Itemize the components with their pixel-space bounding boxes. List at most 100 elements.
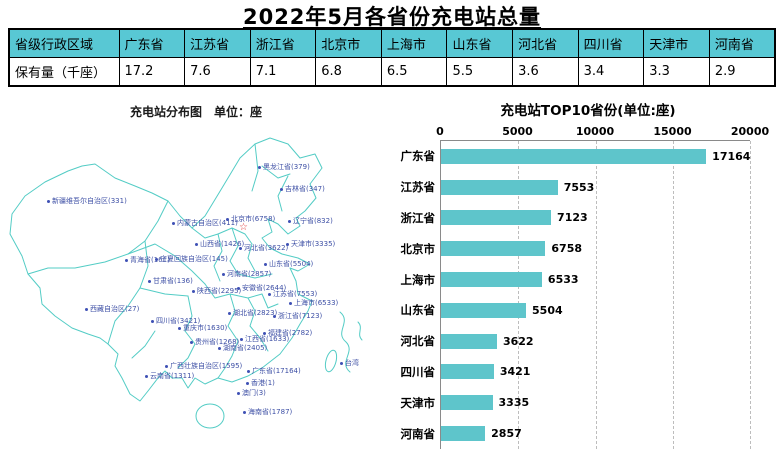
- province-label-text: 黑龙江省(379): [263, 163, 310, 171]
- table-value-cell: 6.8: [315, 57, 382, 87]
- province-label-text: 北京市(6758): [231, 215, 276, 223]
- province-label-text: 湖南省(2405): [223, 344, 268, 352]
- bar-value-label: 17164: [712, 149, 751, 163]
- table-value-cell: 7.6: [184, 57, 251, 87]
- table-value-cell: 3.4: [577, 57, 645, 87]
- bar-plot: 广东省 17164 江苏省 7553 浙江省 7123 北京市 6758 上海市 6533 山东省 5…: [401, 140, 751, 449]
- map-province-label: 甘肃省(136): [148, 277, 193, 285]
- province-dot-icon: [148, 279, 151, 283]
- province-label-text: 浙江省(7123): [278, 312, 323, 320]
- table-header-cell: 河北省: [512, 28, 579, 58]
- table-value-cell: 3.6: [512, 57, 579, 87]
- bar-row: 河北省 3622: [401, 326, 750, 357]
- map-province-label: 宁夏回族自治区(145): [155, 255, 228, 263]
- province-dot-icon: [237, 391, 240, 395]
- province-dot-icon: [273, 314, 276, 318]
- province-dot-icon: [237, 286, 240, 290]
- bar-value-label: 3622: [502, 334, 534, 348]
- bar-row: 广东省 17164: [401, 141, 751, 172]
- beijing-star-icon: ☆: [239, 222, 248, 233]
- map-province-label: 广东省(17164): [247, 367, 301, 375]
- map-province-label: 河南省(2857): [222, 270, 271, 278]
- province-dot-icon: [151, 319, 154, 323]
- table-header-cell: 天津市: [643, 28, 710, 58]
- province-label-text: 广东省(17164): [252, 367, 301, 375]
- bar-value-label: 6533: [547, 273, 579, 287]
- province-dot-icon: [85, 307, 88, 311]
- gridline: [518, 141, 520, 449]
- province-label-text: 贵州省(1268): [195, 338, 240, 346]
- chart-title: 充电站TOP10省份(单位:座): [500, 103, 676, 119]
- bar-row: 河南省 2857: [401, 418, 750, 449]
- map-province-label: 云南省(1311): [145, 372, 194, 380]
- gridline: [595, 141, 597, 449]
- map-province-label: 西藏自治区(27): [85, 305, 139, 313]
- province-dot-icon: [145, 374, 148, 378]
- table-value-cell: 3.3: [643, 57, 710, 87]
- bar: [441, 364, 494, 380]
- map-province-label: 辽宁省(832): [288, 217, 333, 225]
- map-province-label: 天津市(3335): [286, 240, 335, 248]
- province-label-text: 山西省(1426): [200, 240, 245, 248]
- province-label-text: 青海省(161): [130, 256, 170, 264]
- coastal-squiggle: [339, 311, 363, 373]
- bar-row: 山东省 5504: [401, 295, 750, 326]
- province-label-text: 上海市(6533): [294, 299, 339, 307]
- bar-category-label: 天津市: [400, 395, 436, 410]
- table-value-cell: 2.9: [708, 57, 776, 87]
- map-province-label: 新疆维吾尔自治区(331): [47, 197, 127, 205]
- map-canvas: ☆ 新疆维吾尔自治区(331) 青海省(161) 宁夏回族自治区(145) 甘肃省(1…: [0, 116, 392, 450]
- bar-category-label: 上海市: [400, 272, 436, 287]
- bar-category-label: 河北省: [400, 334, 436, 349]
- map-province-label: 台湾: [340, 359, 359, 367]
- map-panel: 充电站分布图 单位：座: [0, 89, 392, 450]
- bar-category-label: 山东省: [400, 303, 436, 318]
- province-label-text: 香港(1): [251, 379, 275, 387]
- province-label-text: 宁夏回族自治区(145): [160, 255, 228, 263]
- province-label-text: 河南省(2857): [227, 270, 272, 278]
- map-province-label: 山西省(1426): [195, 240, 244, 248]
- table-header-cell: 江苏省: [184, 28, 251, 58]
- province-label-text: 安徽省(2644): [242, 284, 287, 292]
- province-dot-icon: [246, 381, 249, 385]
- bar: [441, 426, 486, 442]
- province-dot-icon: [280, 187, 283, 191]
- table-header-cell: 河南省: [708, 28, 776, 58]
- province-dot-icon: [155, 257, 158, 261]
- map-province-label: 重庆市(1630): [178, 324, 227, 332]
- china-outline: [9, 137, 323, 402]
- province-dot-icon: [125, 258, 128, 262]
- province-label-text: 河北省(3622): [244, 244, 289, 252]
- table-header-cell: 山东省: [446, 28, 514, 58]
- bar: [441, 395, 493, 411]
- bar-row: 天津市 3335: [401, 387, 750, 418]
- province-dot-icon: [247, 369, 250, 373]
- bar-row: 江苏省 7553: [401, 172, 750, 203]
- map-province-label: 上海市(6533): [289, 299, 338, 307]
- summary-table: 省级行政区域 广东省 江苏省 浙江省 北京市 上海市 山东省 河北省 四川省 天津市 河南省 保有量…: [8, 28, 776, 87]
- province-dot-icon: [240, 337, 243, 341]
- bar-category-label: 广东省: [400, 149, 436, 164]
- map-province-label: 四川省(3421): [151, 317, 200, 325]
- province-label-text: 广西壮族自治区(1595): [170, 362, 243, 370]
- bar: [441, 333, 497, 349]
- table-header-row: 省级行政区域 广东省 江苏省 浙江省 北京市 上海市 山东省 河北省 四川省 天津市 河南省: [8, 28, 776, 58]
- map-province-label: 江苏省(7553): [268, 290, 317, 298]
- bar-value-label: 2857: [491, 427, 522, 441]
- province-label-text: 海南省(1787): [248, 408, 293, 416]
- bar-row: 北京市 6758: [401, 233, 750, 264]
- province-label-text: 澳门(3): [242, 389, 266, 397]
- map-province-label: 浙江省(7123): [273, 312, 322, 320]
- province-dot-icon: [190, 340, 193, 344]
- province-label-text: 江西省(1633): [245, 335, 290, 343]
- bar: [441, 272, 542, 288]
- bar-value-label: 3335: [498, 396, 530, 410]
- table-value-cell: 5.5: [446, 57, 514, 87]
- province-dot-icon: [228, 311, 231, 315]
- province-dot-icon: [264, 262, 267, 266]
- bar-category-label: 江苏省: [400, 180, 436, 195]
- province-dot-icon: [263, 331, 266, 335]
- hainan-island: [195, 403, 225, 429]
- page-title: 2022年5月各省份充电站总量: [242, 5, 542, 29]
- province-label-text: 吉林省(347): [285, 185, 325, 193]
